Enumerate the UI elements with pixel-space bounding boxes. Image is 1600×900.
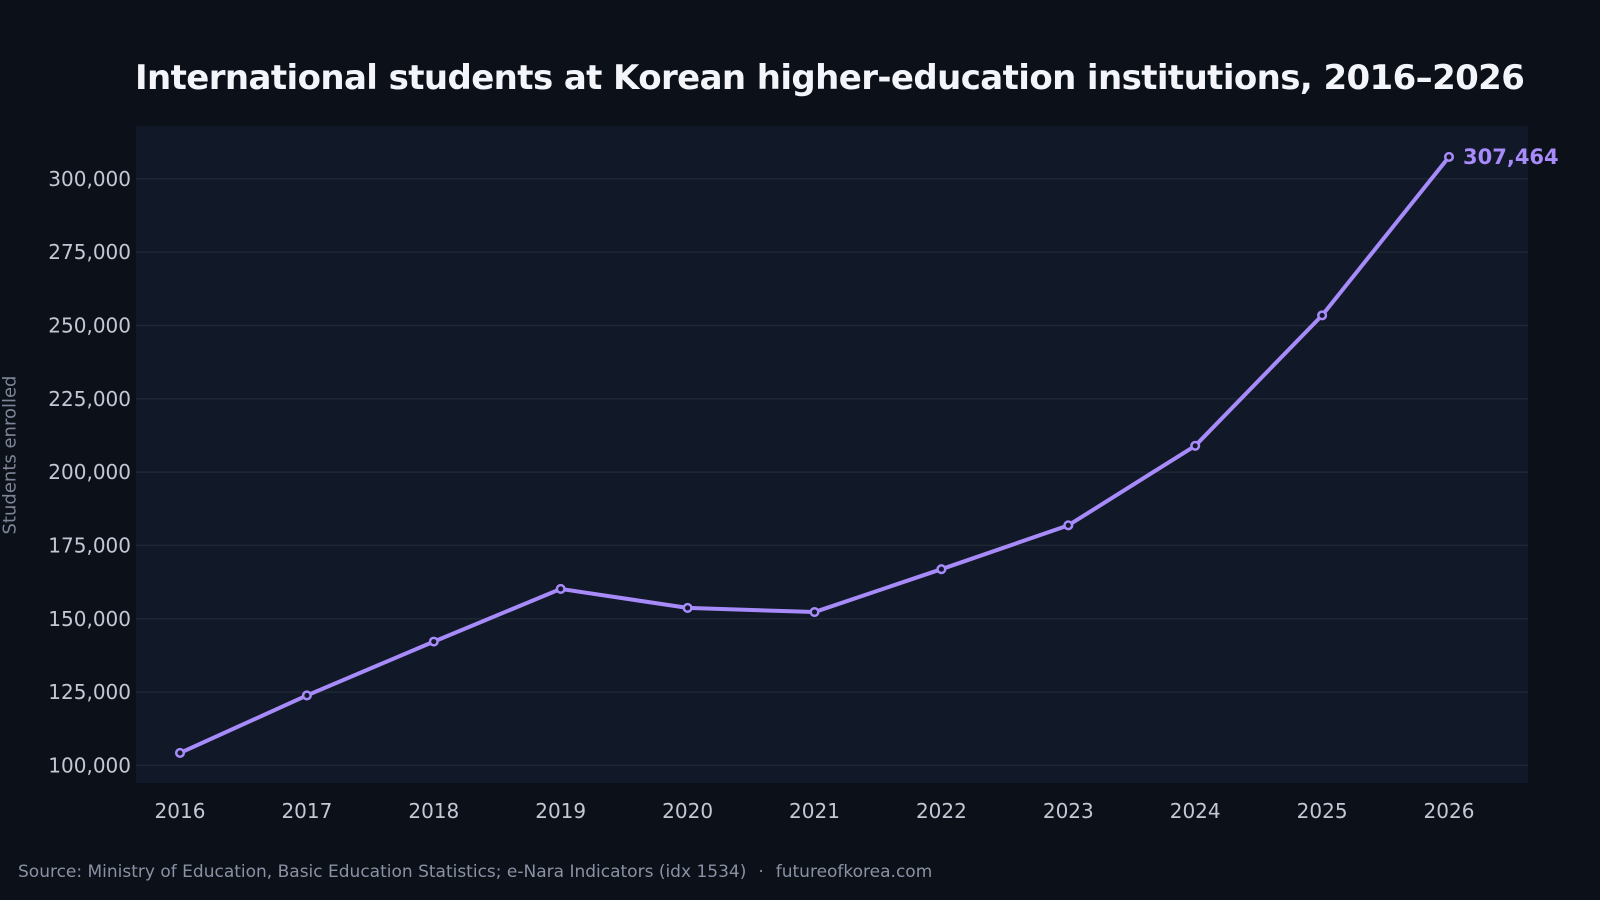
- y-tick-label: 175,000: [48, 533, 131, 557]
- data-point[interactable]: [936, 564, 947, 575]
- y-tick-label: 250,000: [48, 313, 131, 337]
- data-point[interactable]: [174, 747, 186, 758]
- data-point[interactable]: [428, 636, 439, 647]
- source-text: Source: Ministry of Education, Basic Edu…: [18, 862, 747, 882]
- x-tick-label: 2026: [1424, 799, 1475, 823]
- y-axis-ticks: 100,000 125,000 150,000 175,000 200,000 225,0…: [48, 167, 131, 778]
- y-tick-label: 275,000: [48, 240, 131, 264]
- x-tick-label: 2023: [1043, 799, 1094, 823]
- series-layer: 307,464: [174, 145, 1559, 758]
- data-point[interactable]: [1443, 151, 1455, 162]
- x-tick-label: 2024: [1170, 799, 1221, 823]
- x-tick-label: 2018: [408, 799, 459, 823]
- chart-title: International students at Korean higher-…: [135, 58, 1525, 98]
- data-point[interactable]: [555, 583, 566, 594]
- data-point[interactable]: [1063, 520, 1074, 531]
- x-axis-ticks: 2016 2017 2018 2019 2020 2021 2022 2023 2024 2025…: [155, 799, 1475, 823]
- x-tick-label: 2019: [535, 799, 586, 823]
- data-point[interactable]: [301, 690, 312, 701]
- x-tick-label: 2016: [155, 799, 206, 823]
- x-tick-label: 2025: [1297, 799, 1348, 823]
- y-tick-label: 300,000: [48, 167, 131, 191]
- x-tick-label: 2017: [281, 799, 332, 823]
- x-tick-label: 2020: [662, 799, 713, 823]
- x-tick-label: 2022: [916, 799, 967, 823]
- footer-separator: ·: [758, 862, 764, 882]
- y-tick-label: 200,000: [48, 460, 131, 484]
- end-value-label: 307,464: [1463, 145, 1559, 169]
- x-tick-label: 2021: [789, 799, 840, 823]
- data-point[interactable]: [682, 602, 693, 613]
- y-tick-label: 125,000: [48, 680, 131, 704]
- gridlines: [136, 178, 1528, 767]
- plot-area: [136, 126, 1528, 783]
- source-footer: Source: Ministry of Education, Basic Edu…: [18, 862, 932, 882]
- y-tick-label: 100,000: [48, 753, 131, 777]
- y-tick-label: 150,000: [48, 607, 131, 631]
- data-point[interactable]: [809, 607, 820, 618]
- y-tick-label: 225,000: [48, 387, 131, 411]
- data-point[interactable]: [1317, 310, 1328, 321]
- source-link[interactable]: futureofkorea.com: [775, 862, 933, 882]
- data-point[interactable]: [1190, 440, 1201, 451]
